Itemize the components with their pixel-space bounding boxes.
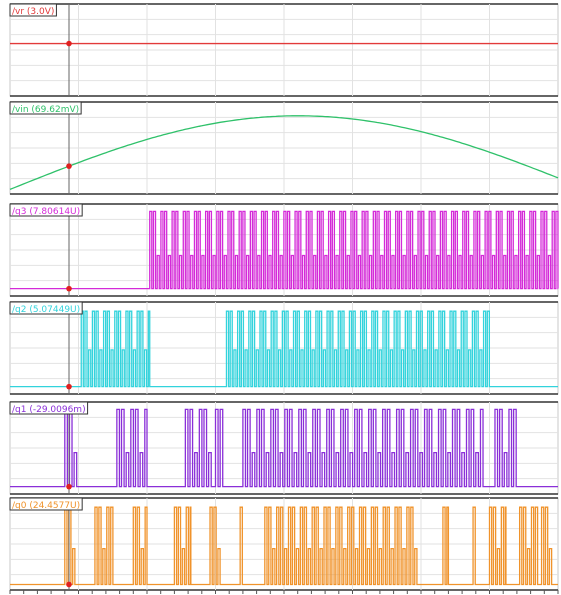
trace-title-box bbox=[9, 497, 83, 511]
trace-panel-0: /vr (3.0V) bbox=[9, 3, 559, 97]
cursor-marker bbox=[66, 163, 72, 169]
trace-title: /vin (69.62mV) bbox=[12, 105, 79, 115]
trace-title-box bbox=[9, 203, 83, 217]
trace-panel-2: /q3 (7.80614U) bbox=[9, 203, 559, 297]
trace-title-box bbox=[9, 401, 89, 415]
trace-line bbox=[9, 115, 559, 191]
trace-panel-1: /vin (69.62mV) bbox=[9, 101, 559, 195]
trace-panel-3: /q2 (5.07449U) bbox=[9, 301, 559, 395]
trace-title-box bbox=[9, 301, 83, 315]
trace-line bbox=[10, 210, 559, 290]
cursor-marker bbox=[66, 40, 72, 47]
cursor-marker bbox=[66, 581, 72, 588]
trace-title-box bbox=[9, 101, 82, 115]
trace-line bbox=[10, 506, 558, 586]
trace-panel-5: /q0 (24.4577U) bbox=[9, 497, 559, 591]
trace-title: /q0 (24.4577U) bbox=[12, 501, 80, 511]
trace-title: /q2 (5.07449U) bbox=[12, 305, 80, 315]
trace-line bbox=[10, 310, 558, 388]
cursor-marker bbox=[66, 285, 72, 292]
trace-title: /q3 (7.80614U) bbox=[12, 207, 80, 217]
trace-title-box bbox=[9, 3, 57, 17]
trace-line bbox=[10, 408, 558, 488]
cursor-marker bbox=[66, 483, 72, 490]
trace-panel-4: /q1 (-29.0096m) bbox=[9, 401, 559, 495]
trace-title: /q1 (-29.0096m) bbox=[12, 405, 86, 415]
cursor-marker bbox=[66, 383, 72, 390]
trace-title: /vr (3.0V) bbox=[12, 7, 54, 17]
